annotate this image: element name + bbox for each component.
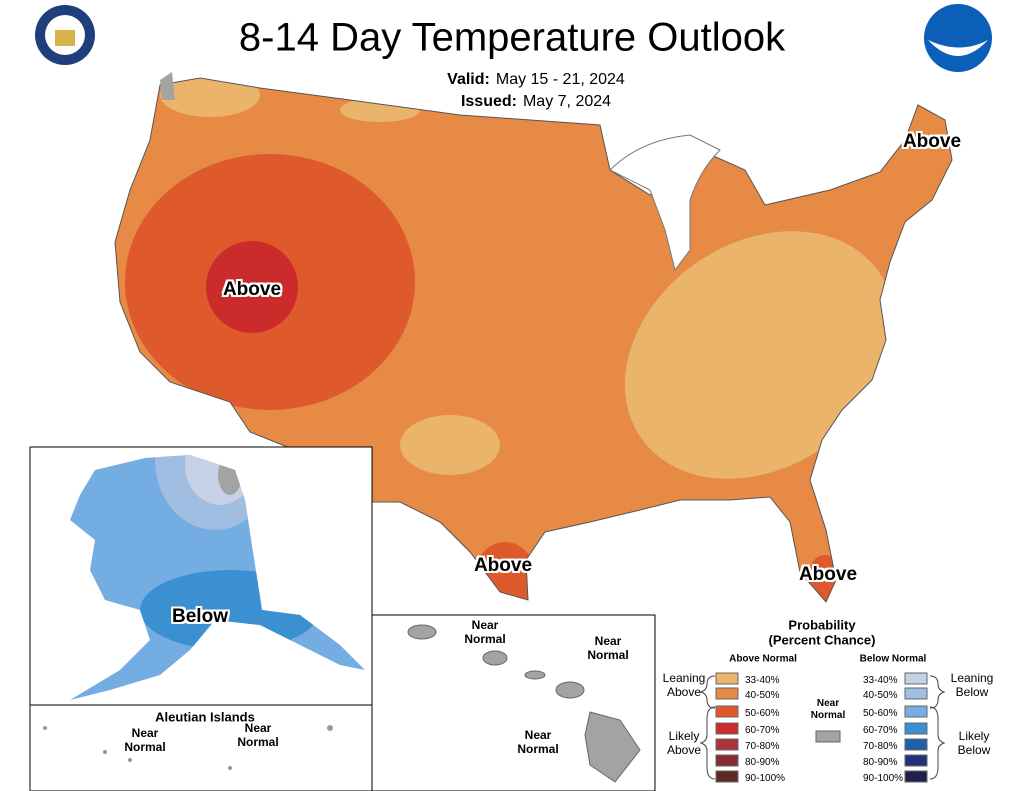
map-label: Near Normal	[587, 634, 629, 662]
legend-swatch	[904, 770, 928, 783]
aleutians	[43, 725, 333, 770]
legend-label: 70-80%	[863, 741, 898, 752]
legend-group: Leaning Above	[662, 671, 706, 699]
issued: Issued: May 7, 2024	[461, 93, 611, 111]
aleutian-inset	[29, 704, 373, 791]
valid: Valid: May 15 - 21, 2024	[447, 71, 625, 89]
region-33-40	[340, 98, 420, 122]
legend-swatch	[715, 738, 739, 751]
issued-value: May 7, 2024	[522, 93, 612, 110]
map-label: Near Normal	[237, 721, 279, 749]
legend-label: 90-100%	[863, 773, 903, 784]
map-label: Near Normal	[464, 618, 506, 646]
legend-label: 80-90%	[863, 757, 898, 768]
logo-commerce	[35, 5, 95, 65]
legend-group: Likely Below	[957, 729, 991, 757]
legend-label: 50-60%	[863, 708, 898, 719]
legend-label: 60-70%	[863, 725, 898, 736]
legend-near-normal: Near Normal	[810, 698, 846, 721]
legend-swatch	[904, 687, 928, 700]
issued-label: Issued:	[460, 93, 517, 110]
map-label: Near Normal	[124, 726, 166, 754]
legend-label: 33-40%	[745, 675, 780, 686]
legend-group: Leaning Below	[950, 671, 994, 699]
legend-group: Likely Above	[666, 729, 702, 757]
map-label: Above	[473, 555, 533, 576]
legend-swatch	[815, 730, 841, 743]
legend-swatch	[904, 722, 928, 735]
great-lakes	[609, 134, 721, 272]
region-33-40	[400, 415, 500, 475]
map-label: Below	[172, 606, 228, 627]
brace	[929, 706, 946, 780]
legend-swatch	[715, 672, 739, 685]
brace	[699, 706, 716, 780]
legend: 33-40% 40-50% 50-60% 60-70% 70-80% 80-90% 90-1…	[715, 672, 928, 784]
legend-subtitle: (Percent Chance)	[768, 632, 876, 648]
legend-label: 33-40%	[863, 675, 898, 686]
legend-swatch	[904, 754, 928, 767]
brace	[699, 675, 716, 709]
valid-label: Valid:	[447, 71, 490, 88]
map-label: Above	[902, 131, 962, 152]
legend-label: 80-90%	[745, 757, 780, 768]
legend-label: 70-80%	[745, 741, 780, 752]
brace	[929, 675, 946, 709]
legend-swatch	[904, 672, 928, 685]
legend-swatch	[904, 738, 928, 751]
map-label: Above	[222, 279, 282, 300]
legend-swatch	[715, 705, 739, 718]
legend-title: Probability	[788, 617, 856, 633]
valid-value: May 15 - 21, 2024	[495, 71, 625, 88]
legend-header: Above Normal	[729, 653, 797, 665]
legend-header: Below Normal	[859, 653, 927, 665]
title: 8-14 Day Temperature Outlook	[238, 15, 786, 60]
hawaii	[407, 624, 641, 783]
inset-title: Aleutian Islands	[155, 709, 255, 725]
map-label: Above	[798, 564, 858, 585]
region-33-40	[624, 231, 896, 479]
near-normal-patch	[160, 72, 175, 100]
legend-label: 60-70%	[745, 725, 780, 736]
map-label: Near Normal	[517, 728, 559, 756]
legend-swatch	[715, 754, 739, 767]
legend-label: 90-100%	[745, 773, 785, 784]
region-60-70	[206, 241, 298, 333]
legend-label: 50-60%	[745, 708, 780, 719]
legend-label: 40-50%	[863, 690, 898, 701]
legend-label: 40-50%	[745, 690, 780, 701]
legend-swatch	[715, 770, 739, 783]
legend-swatch	[715, 687, 739, 700]
legend-swatch	[715, 722, 739, 735]
logo-noaa	[924, 4, 992, 72]
legend-swatch	[904, 705, 928, 718]
